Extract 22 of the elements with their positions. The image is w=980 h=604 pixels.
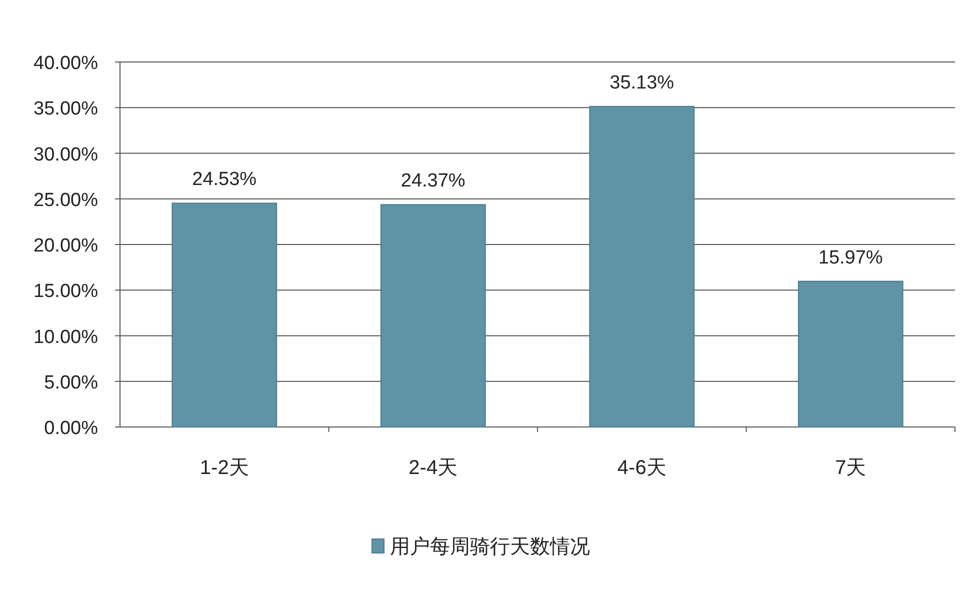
y-tick-label: 30.00% bbox=[34, 144, 98, 166]
data-label: 24.37% bbox=[400, 170, 466, 192]
y-tick-label: 15.00% bbox=[34, 281, 98, 302]
bar bbox=[589, 106, 695, 428]
x-tick-label: 2-4天 bbox=[408, 457, 458, 479]
data-label: 24.53% bbox=[192, 169, 257, 190]
x-tick-label: 1-2天 bbox=[200, 457, 249, 479]
y-tick-label: 25.00% bbox=[34, 190, 98, 211]
data-label: 15.97% bbox=[818, 247, 883, 268]
y-tick-label: 5.00% bbox=[44, 372, 98, 394]
x-tick-label: 4-6天 bbox=[617, 457, 666, 479]
bar bbox=[380, 204, 486, 428]
y-tick-label: 10.00% bbox=[34, 326, 98, 348]
x-tick-label: 7天 bbox=[835, 457, 866, 479]
data-label: 35.13% bbox=[610, 72, 674, 94]
y-tick-label: 40.00% bbox=[34, 53, 98, 74]
bar bbox=[798, 280, 904, 428]
legend-label: 用户每周骑行天数情况 bbox=[390, 536, 590, 558]
y-tick-label: 35.00% bbox=[34, 98, 98, 120]
bar bbox=[172, 202, 278, 428]
y-tick-label: 0.00% bbox=[44, 418, 98, 439]
y-tick-label: 20.00% bbox=[34, 236, 98, 256]
